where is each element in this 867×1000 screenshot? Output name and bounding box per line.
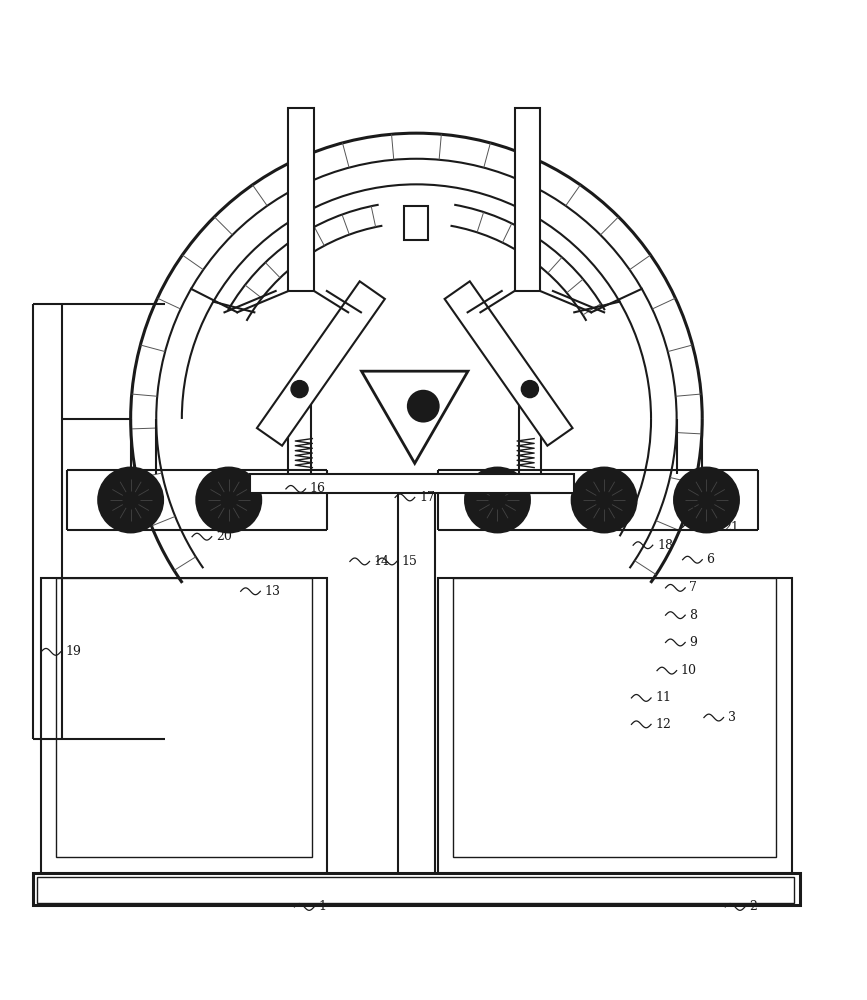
- Text: 1: 1: [318, 900, 326, 913]
- Text: 18: 18: [657, 539, 673, 552]
- Text: 16: 16: [310, 482, 326, 495]
- Bar: [405, 206, 428, 240]
- Text: 14: 14: [374, 555, 390, 568]
- Circle shape: [407, 391, 439, 422]
- Circle shape: [697, 491, 715, 509]
- Text: 20: 20: [216, 530, 231, 543]
- Text: 5: 5: [707, 521, 714, 534]
- Circle shape: [521, 381, 538, 398]
- Text: 9: 9: [689, 636, 697, 649]
- Circle shape: [196, 468, 261, 532]
- Circle shape: [571, 468, 636, 532]
- Circle shape: [208, 479, 250, 521]
- Text: 15: 15: [401, 555, 417, 568]
- Text: 6: 6: [707, 553, 714, 566]
- Bar: [36, 877, 794, 903]
- Text: 2: 2: [749, 900, 757, 913]
- Circle shape: [121, 491, 140, 509]
- Text: 3: 3: [727, 711, 736, 724]
- Text: 21: 21: [724, 521, 740, 534]
- Text: 17: 17: [419, 491, 435, 504]
- Circle shape: [109, 479, 152, 521]
- Polygon shape: [257, 281, 385, 446]
- Bar: [453, 578, 777, 857]
- Text: 8: 8: [689, 609, 697, 622]
- Bar: [289, 108, 314, 291]
- Bar: [41, 578, 327, 873]
- Text: 12: 12: [655, 718, 671, 731]
- Circle shape: [674, 468, 739, 532]
- Circle shape: [595, 491, 613, 509]
- Bar: [514, 108, 540, 291]
- Circle shape: [98, 468, 163, 532]
- Bar: [33, 873, 800, 905]
- Polygon shape: [362, 371, 468, 463]
- Circle shape: [488, 491, 506, 509]
- Circle shape: [476, 479, 518, 521]
- Text: 10: 10: [681, 664, 697, 677]
- Circle shape: [686, 479, 727, 521]
- Circle shape: [291, 381, 308, 398]
- Bar: [438, 578, 792, 873]
- Bar: [250, 474, 574, 493]
- Text: 13: 13: [264, 585, 281, 598]
- Text: 11: 11: [655, 691, 671, 704]
- Circle shape: [219, 491, 238, 509]
- Text: 4: 4: [707, 499, 714, 512]
- Bar: [56, 578, 311, 857]
- Circle shape: [583, 479, 625, 521]
- Text: 7: 7: [689, 581, 697, 594]
- Text: 19: 19: [65, 645, 81, 658]
- Polygon shape: [445, 281, 572, 446]
- Circle shape: [465, 468, 530, 532]
